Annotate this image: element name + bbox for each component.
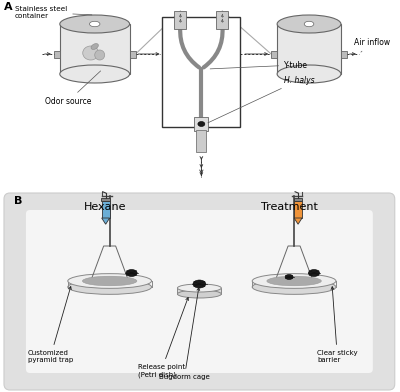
Text: Odor source: Odor source (45, 71, 101, 106)
Ellipse shape (198, 122, 205, 127)
Ellipse shape (68, 274, 152, 289)
Text: B: B (14, 196, 22, 206)
Ellipse shape (126, 270, 137, 276)
Ellipse shape (95, 50, 105, 60)
Ellipse shape (91, 44, 98, 49)
Bar (216, 11, 228, 29)
Ellipse shape (82, 276, 137, 286)
Bar (101, 198, 110, 200)
Text: Hexane: Hexane (84, 202, 126, 212)
Text: Air inflow: Air inflow (354, 38, 390, 52)
Ellipse shape (68, 279, 152, 294)
Ellipse shape (277, 15, 341, 33)
Text: H. halys: H. halys (208, 76, 315, 123)
Bar (194, 117, 208, 131)
Text: Bugdorm cage: Bugdorm cage (159, 288, 210, 380)
Bar (294, 198, 302, 200)
Polygon shape (294, 218, 302, 224)
Ellipse shape (252, 279, 336, 294)
Text: Stainless steel
container: Stainless steel container (15, 6, 92, 19)
Bar (178, 288, 221, 294)
Bar (196, 130, 206, 152)
Bar (294, 200, 302, 218)
Polygon shape (60, 24, 130, 74)
Polygon shape (277, 24, 341, 74)
Bar (271, 51, 277, 58)
Polygon shape (102, 218, 110, 224)
Ellipse shape (304, 21, 314, 27)
Text: A: A (4, 2, 13, 12)
Ellipse shape (178, 290, 221, 298)
Text: Customized
pyramid trap: Customized pyramid trap (28, 287, 73, 363)
Ellipse shape (267, 276, 321, 286)
Ellipse shape (83, 46, 99, 60)
Ellipse shape (60, 65, 130, 83)
Text: Treatment: Treatment (261, 202, 318, 212)
Ellipse shape (277, 65, 341, 83)
Ellipse shape (90, 21, 100, 27)
Text: Release point
(Petri dish): Release point (Petri dish) (138, 298, 188, 377)
Ellipse shape (193, 280, 206, 288)
Bar (102, 200, 110, 218)
Text: Clear sticky
barrier: Clear sticky barrier (317, 287, 358, 363)
Bar (130, 51, 136, 58)
FancyBboxPatch shape (4, 193, 395, 390)
Bar (174, 11, 186, 29)
Ellipse shape (285, 274, 293, 279)
Text: Y-tube: Y-tube (210, 60, 308, 69)
Bar (341, 51, 347, 58)
Ellipse shape (308, 270, 320, 276)
Ellipse shape (252, 274, 336, 289)
FancyBboxPatch shape (26, 210, 373, 373)
Ellipse shape (60, 15, 130, 33)
Ellipse shape (178, 284, 221, 292)
Bar (54, 51, 60, 58)
Bar (162, 17, 240, 127)
